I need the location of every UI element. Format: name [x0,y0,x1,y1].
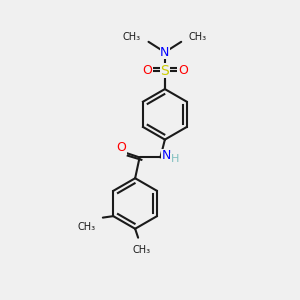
Text: H: H [171,154,179,164]
Text: CH₃: CH₃ [189,32,207,42]
Text: O: O [116,141,126,154]
Text: CH₃: CH₃ [77,222,95,232]
Text: O: O [178,64,188,77]
Text: N: N [162,149,171,162]
Text: CH₃: CH₃ [123,32,141,42]
Text: O: O [142,64,152,77]
Text: N: N [160,46,170,59]
Text: S: S [160,64,169,78]
Text: CH₃: CH₃ [132,245,150,255]
